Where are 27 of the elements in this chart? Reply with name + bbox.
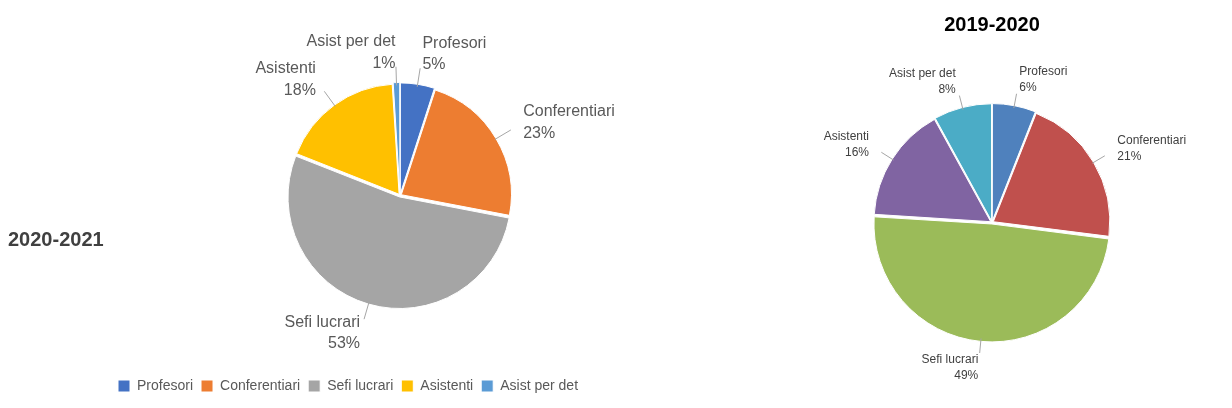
data-label: 23% [523, 123, 556, 141]
legend-label: Sefi lucrari [327, 376, 394, 393]
data-label: 49% [954, 367, 979, 382]
data-label: 8% [938, 81, 957, 96]
slice-label: Asistenti [823, 128, 870, 143]
slice-label: Asist per det [306, 32, 397, 50]
data-label: 6% [1019, 79, 1037, 94]
legend-label: Asistenti [420, 376, 474, 393]
slice-label: Conferentiari [523, 102, 615, 120]
legend-label: Asist per det [500, 376, 579, 393]
data-label: 18% [283, 80, 316, 98]
slice-label: Sefi lucrari [921, 351, 979, 366]
data-label: 53% [328, 334, 361, 352]
slice-label: Profesori [1019, 63, 1068, 78]
text: 2020-2021 [8, 228, 104, 251]
slice-label: Sefi lucrari [284, 312, 361, 330]
legend-label: Conferentiari [220, 376, 301, 393]
data-label: 21% [1117, 148, 1142, 163]
slice-label: Profesori [422, 33, 487, 51]
data-label: 5% [422, 55, 446, 73]
slice-label: Conferentiari [1117, 132, 1187, 147]
legend-label: Profesori [137, 376, 194, 393]
data-label: 16% [845, 144, 870, 159]
data-label: 1% [372, 53, 396, 71]
chart-title: 2019-2020 [944, 12, 1040, 35]
slice-label: Asistenti [255, 59, 316, 77]
slice-label: Asist per det [889, 65, 957, 80]
